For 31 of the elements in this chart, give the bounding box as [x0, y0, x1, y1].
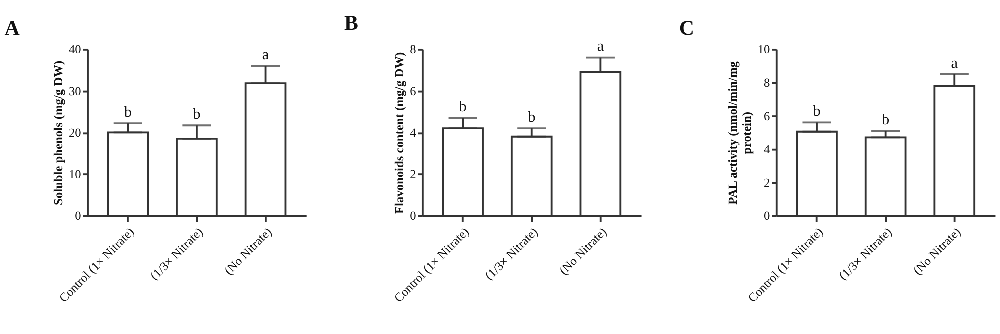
- y-tick-label: 4: [764, 142, 770, 157]
- y-tick-label: 8: [764, 76, 770, 90]
- y-tick-label: 10: [68, 168, 82, 182]
- chart-title: A: [4, 16, 20, 40]
- annotation: b: [528, 108, 536, 126]
- y-tick-label: 20: [68, 126, 82, 140]
- y-tick-label: 0: [410, 209, 416, 224]
- y-tick-label: 0: [75, 209, 82, 224]
- y-tick-label: 6: [764, 109, 770, 124]
- annotation: a: [951, 54, 958, 72]
- annotation: b: [193, 106, 202, 123]
- y-tick-label: 8: [410, 42, 416, 57]
- y-tick-label: 6: [410, 84, 416, 98]
- annotation: b: [813, 103, 822, 120]
- y-tick-label: 4: [410, 126, 416, 140]
- annotation: a: [262, 46, 270, 64]
- annotation: b: [459, 98, 468, 116]
- y-tick-label: 30: [68, 84, 82, 98]
- y-axis-title: PAL activity (nmol/min/mg protein): [726, 60, 754, 205]
- y-axis-title: Soluble phenols (mg/g DW): [51, 60, 66, 206]
- y-axis-title: Flavonoids content (mg/g DW): [392, 52, 406, 214]
- annotation: b: [124, 104, 132, 121]
- annotation: a: [597, 38, 604, 56]
- chart-title: B: [344, 11, 358, 36]
- chart-title: C: [679, 16, 694, 40]
- y-tick-label: 0: [764, 209, 770, 224]
- y-tick-label: 40: [68, 42, 82, 57]
- y-tick-label: 2: [764, 176, 770, 190]
- annotation: b: [882, 111, 890, 128]
- y-tick-label: 2: [410, 168, 416, 182]
- y-tick-label: 10: [758, 42, 770, 57]
